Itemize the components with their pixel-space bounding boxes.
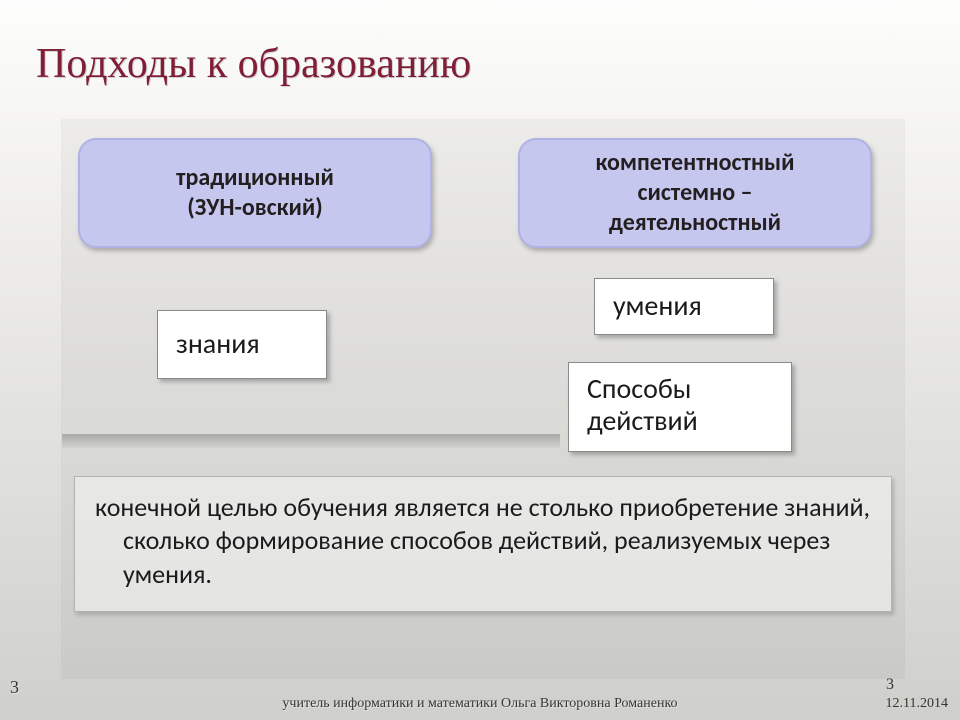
divider-bar	[62, 434, 560, 448]
box-methods: Способы действий	[568, 362, 792, 452]
approach-traditional-label: традиционный(ЗУН-овский)	[176, 163, 334, 223]
approach-traditional: традиционный(ЗУН-овский)	[78, 138, 432, 248]
footer-author: учитель информатики и математики Ольга В…	[0, 696, 960, 712]
page-number-right: 3	[886, 676, 894, 694]
approach-competency: компетентностныйсистемно –деятельностный	[518, 138, 872, 248]
slide-title: Подходы к образованию	[36, 40, 471, 88]
footer-date: 12.11.2014	[886, 696, 948, 712]
summary-text: конечной целью обучения является не стол…	[74, 476, 892, 612]
page-number-left: 3	[10, 677, 19, 698]
box-skills: умения	[594, 278, 774, 335]
box-knowledge: знания	[157, 310, 327, 379]
approach-competency-label: компетентностныйсистемно –деятельностный	[596, 148, 795, 238]
